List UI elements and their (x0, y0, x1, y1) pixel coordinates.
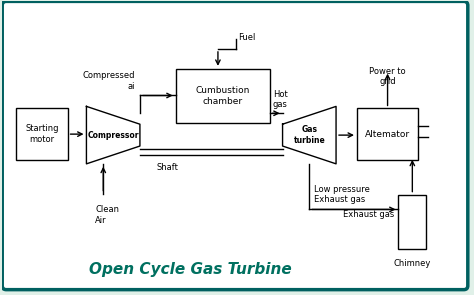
FancyBboxPatch shape (2, 1, 468, 290)
Text: Gas
turbine: Gas turbine (293, 125, 325, 145)
Text: Shaft: Shaft (157, 163, 179, 172)
Text: Power to
grid: Power to grid (369, 67, 406, 86)
Bar (399, 195, 426, 249)
Text: Chimney: Chimney (393, 259, 431, 268)
Text: Compressed
ai: Compressed ai (82, 71, 135, 91)
Text: Open Cycle Gas Turbine: Open Cycle Gas Turbine (89, 262, 292, 277)
Text: Hot
gas: Hot gas (273, 90, 288, 109)
Bar (16, 108, 68, 160)
Text: Cumbustion
chamber: Cumbustion chamber (195, 86, 250, 106)
Text: Compressor: Compressor (87, 131, 139, 140)
Polygon shape (86, 106, 140, 164)
Text: Low pressure
Exhaust gas: Low pressure Exhaust gas (314, 185, 370, 204)
Polygon shape (283, 106, 336, 164)
Text: Altemator: Altemator (365, 130, 410, 139)
Text: Exhaust gas: Exhaust gas (343, 210, 394, 219)
Text: Clean
Air: Clean Air (95, 205, 119, 225)
Bar (357, 108, 418, 160)
Text: Fuel: Fuel (238, 32, 255, 42)
Text: Starting
motor: Starting motor (25, 124, 59, 144)
Bar (175, 69, 270, 123)
